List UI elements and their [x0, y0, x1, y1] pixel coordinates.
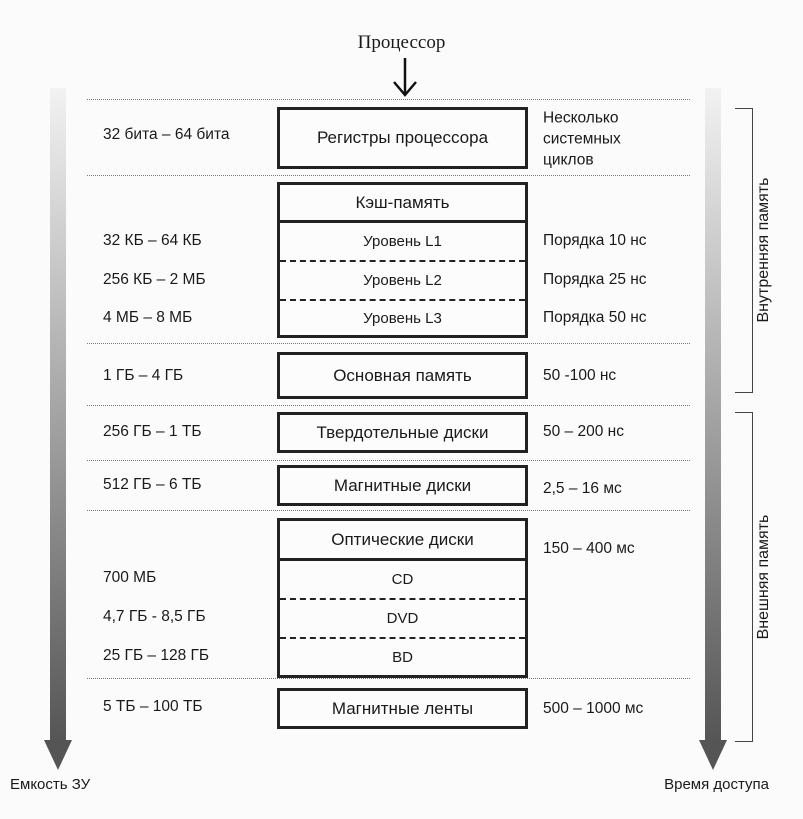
separator [87, 678, 690, 679]
l2-capacity: 256 КБ – 2 МБ [103, 271, 206, 288]
tape-box: Магнитные ленты [277, 688, 528, 729]
ssd-label: Твердотельные диски [316, 422, 489, 442]
cache-l2: Уровень L2 [280, 262, 525, 301]
tape-access: 500 – 1000 мс [543, 700, 644, 717]
hdd-access: 2,5 – 16 мс [543, 480, 622, 497]
optical-box: Оптические диски CD DVD BD [277, 518, 528, 678]
external-memory-label: Внешняя память [755, 514, 772, 640]
optical-access: 150 – 400 мс [543, 540, 635, 557]
ssd-access: 50 – 200 нс [543, 423, 624, 440]
internal-memory-label: Внутренняя память [755, 177, 772, 323]
l1-capacity: 32 КБ – 64 КБ [103, 232, 202, 249]
cache-label: Кэш-память [280, 185, 525, 223]
access-line: системных [543, 130, 621, 148]
arrow-down-icon [393, 58, 417, 97]
ssd-box: Твердотельные диски [277, 412, 528, 453]
optical-bd: BD [392, 648, 413, 666]
l3-capacity: 4 МБ – 8 МБ [103, 309, 193, 326]
optical-label: Оптические диски [280, 521, 525, 561]
main-capacity: 1 ГБ – 4 ГБ [103, 367, 184, 384]
hdd-capacity: 512 ГБ – 6 ТБ [103, 476, 202, 493]
cache-l1: Уровень L1 [280, 223, 525, 262]
access-line: циклов [543, 151, 594, 169]
internal-memory-bracket [735, 108, 753, 393]
hdd-box: Магнитные диски [277, 465, 528, 506]
capacity-arrow [44, 88, 72, 770]
l1-access: Порядка 10 нс [543, 232, 647, 249]
main-access: 50 -100 нс [543, 367, 617, 384]
separator [87, 460, 690, 461]
main-memory-label: Основная память [333, 365, 472, 385]
optical-cd: CD [280, 561, 525, 600]
registers-access: Несколько системных циклов [543, 108, 621, 171]
registers-capacity: 32 бита – 64 бита [103, 126, 230, 143]
separator [87, 510, 690, 511]
tape-label: Магнитные ленты [331, 698, 474, 718]
l2-access: Порядка 25 нс [543, 271, 647, 288]
separator [87, 405, 690, 406]
capacity-label: Емкость ЗУ [10, 776, 91, 793]
hdd-label: Магнитные диски [333, 475, 472, 495]
external-memory-bracket [735, 412, 753, 742]
access-time-label: Время доступа [664, 776, 769, 793]
access-time-arrow [699, 88, 727, 770]
optical-dvd: DVD [280, 600, 525, 639]
separator [87, 175, 690, 176]
bd-capacity: 25 ГБ – 128 ГБ [103, 647, 210, 664]
registers-box: Регистры процессора [277, 107, 528, 169]
separator [87, 99, 690, 100]
processor-label: Процессор [357, 32, 446, 53]
separator [87, 343, 690, 344]
registers-label: Регистры процессора [316, 128, 489, 147]
l3-access: Порядка 50 нс [543, 309, 647, 326]
main-memory-box: Основная память [277, 352, 528, 399]
cache-box: Кэш-память Уровень L1 Уровень L2 Уровень… [277, 182, 528, 338]
cache-l3: Уровень L3 [363, 309, 442, 327]
dvd-capacity: 4,7 ГБ - 8,5 ГБ [103, 608, 206, 625]
cd-capacity: 700 МБ [103, 569, 157, 586]
ssd-capacity: 256 ГБ – 1 ТБ [103, 423, 202, 440]
tape-capacity: 5 ТБ – 100 ТБ [103, 698, 203, 715]
access-line: Несколько [543, 109, 619, 127]
